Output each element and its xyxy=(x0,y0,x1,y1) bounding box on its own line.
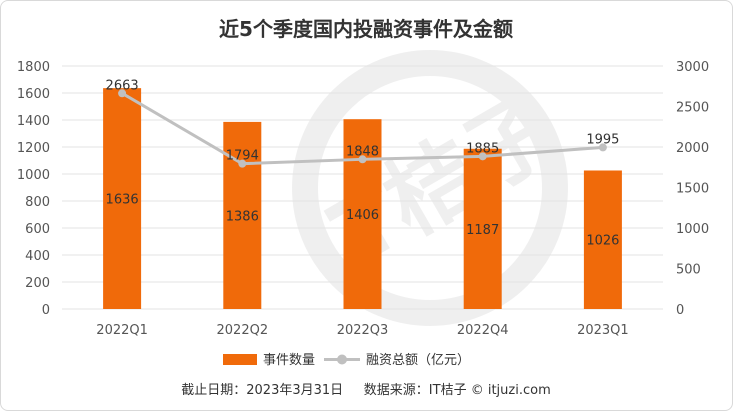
left-tick-label: 0 xyxy=(42,303,50,318)
bar xyxy=(223,121,262,309)
right-tick-label: 3000 xyxy=(676,60,709,75)
bar xyxy=(583,170,622,309)
bar-value-label: 1026 xyxy=(586,234,619,249)
line-series xyxy=(118,89,607,168)
bar-value-label: 1636 xyxy=(106,193,139,208)
line-point xyxy=(478,152,487,161)
right-tick-label: 0 xyxy=(676,303,684,318)
legend-label-line: 融资总额（亿元） xyxy=(366,353,470,368)
left-tick-label: 1600 xyxy=(17,87,50,102)
chart-title: 近5个季度国内投融资事件及金额 xyxy=(219,17,513,41)
bar xyxy=(463,148,502,309)
line-point xyxy=(598,143,607,152)
bar-value-label: 1386 xyxy=(226,209,259,224)
right-axis: 0 500 1000 1500 2000 2500 3000 xyxy=(676,60,709,318)
category-label: 2022Q3 xyxy=(337,323,389,338)
left-tick-label: 600 xyxy=(25,222,50,237)
left-tick-label: 800 xyxy=(25,195,50,210)
bar-value-label: 1406 xyxy=(346,208,379,223)
right-tick-label: 500 xyxy=(676,263,701,278)
line-value-label: 2663 xyxy=(106,78,139,93)
line-point xyxy=(358,155,367,164)
legend-label-bar: 事件数量 xyxy=(263,353,315,368)
legend-swatch-bar xyxy=(223,354,257,365)
left-axis: 0 200 400 600 800 1000 1200 1400 1600 1800 xyxy=(17,60,50,318)
right-tick-label: 2500 xyxy=(676,101,709,116)
line-value-label: 1848 xyxy=(346,144,379,159)
category-label: 2023Q1 xyxy=(577,323,629,338)
bars xyxy=(103,88,622,309)
watermark-ring xyxy=(292,50,568,326)
category-label: 2022Q1 xyxy=(96,323,148,338)
bar-value-label: 1187 xyxy=(466,223,499,238)
left-tick-label: 400 xyxy=(25,249,50,264)
left-tick-label: 1800 xyxy=(17,60,50,75)
bar xyxy=(343,119,382,309)
line-value-label: 1885 xyxy=(466,141,499,156)
x-axis: 2022Q1 2022Q2 2022Q3 2022Q4 2023Q1 xyxy=(96,323,628,338)
category-label: 2022Q2 xyxy=(217,323,269,338)
line-labels: 2663 1794 1848 1885 1995 xyxy=(106,78,620,163)
right-tick-label: 1500 xyxy=(676,182,709,197)
line-value-label: 1794 xyxy=(226,149,259,164)
line-point xyxy=(238,159,247,168)
watermark: IT桔子 xyxy=(285,50,576,326)
right-tick-label: 1000 xyxy=(676,222,709,237)
legend-marker-line xyxy=(337,354,347,365)
left-tick-label: 1000 xyxy=(17,168,50,183)
line-value-label: 1995 xyxy=(586,132,619,147)
left-tick-label: 200 xyxy=(25,276,50,291)
left-tick-label: 1400 xyxy=(17,114,50,129)
left-tick-label: 1200 xyxy=(17,141,50,156)
line-point xyxy=(118,89,127,98)
right-tick-label: 2000 xyxy=(676,141,709,156)
bar xyxy=(103,88,142,309)
legend: 事件数量 融资总额（亿元） xyxy=(223,353,470,368)
category-label: 2022Q4 xyxy=(457,323,509,338)
bar-labels: 1636 1386 1406 1187 1026 xyxy=(106,193,620,249)
footer-note: 截止日期：2023年3月31日 数据来源：IT桔子 © itjuzi.com xyxy=(181,383,551,398)
